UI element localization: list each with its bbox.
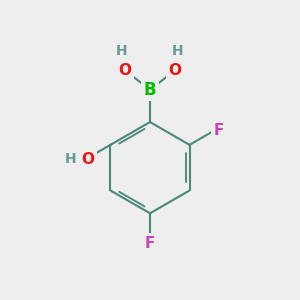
- Text: B: B: [144, 81, 156, 99]
- Text: O: O: [169, 63, 182, 78]
- Text: H: H: [172, 44, 184, 58]
- Text: O: O: [81, 152, 94, 167]
- Text: F: F: [214, 123, 224, 138]
- Text: O: O: [118, 63, 131, 78]
- Text: H: H: [65, 152, 77, 166]
- Text: F: F: [145, 236, 155, 251]
- Text: H: H: [116, 44, 128, 58]
